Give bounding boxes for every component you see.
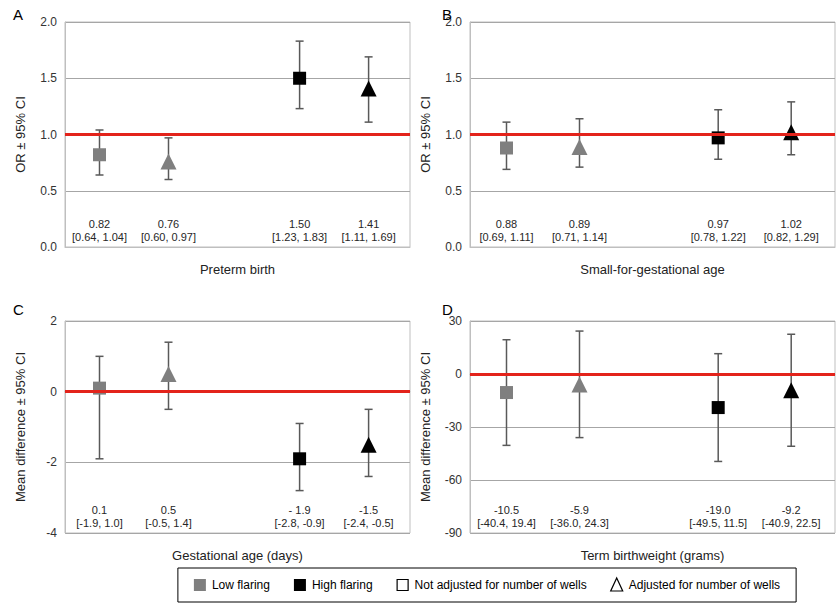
svg-text:0.88: 0.88 [496,218,517,230]
svg-text:0.0: 0.0 [40,240,57,254]
svg-text:1.41: 1.41 [358,218,379,230]
svg-text:2: 2 [50,314,57,328]
svg-text:Mean difference ± 95% CI: Mean difference ± 95% CI [418,352,433,502]
svg-text:0.0: 0.0 [445,240,462,254]
svg-text:2.0: 2.0 [445,15,462,29]
svg-text:Low flaring: Low flaring [212,578,270,592]
svg-text:0.89: 0.89 [569,218,590,230]
svg-text:0: 0 [50,385,57,399]
svg-text:[-1.9, 1.0]: [-1.9, 1.0] [76,517,122,529]
svg-text:1.5: 1.5 [445,71,462,85]
svg-text:-5.9: -5.9 [570,504,589,516]
svg-text:[-36.0, 24.3]: [-36.0, 24.3] [550,517,609,529]
svg-text:-30: -30 [445,420,463,434]
svg-text:Mean difference ± 95% CI: Mean difference ± 95% CI [13,352,28,502]
svg-text:[-40.9, 22.5]: [-40.9, 22.5] [762,517,821,529]
svg-text:[-49.5, 11.5]: [-49.5, 11.5] [689,517,747,529]
svg-text:OR ± 95% CI: OR ± 95% CI [418,96,433,173]
svg-text:30: 30 [448,314,462,328]
svg-text:1.0: 1.0 [40,128,57,142]
svg-text:[-2.4, -0.5]: [-2.4, -0.5] [344,517,394,529]
svg-text:High flaring: High flaring [312,578,373,592]
svg-text:Preterm birth: Preterm birth [200,262,275,277]
svg-text:0.5: 0.5 [40,184,57,198]
svg-text:1.0: 1.0 [445,128,462,142]
svg-text:OR ± 95% CI: OR ± 95% CI [13,96,28,173]
svg-text:[0.82, 1.29]: [0.82, 1.29] [764,231,819,243]
svg-text:1.02: 1.02 [780,218,801,230]
svg-text:Term birthweight (grams): Term birthweight (grams) [581,548,725,563]
svg-text:A: A [13,6,23,23]
svg-text:-2: -2 [46,455,57,469]
svg-text:[1.23, 1.83]: [1.23, 1.83] [272,231,327,243]
svg-text:-60: -60 [445,473,463,487]
svg-text:-10.5: -10.5 [494,504,519,516]
svg-text:1.50: 1.50 [289,218,310,230]
svg-text:0.1: 0.1 [92,504,107,516]
svg-text:0.76: 0.76 [158,218,179,230]
svg-text:[-2.8, -0.9]: [-2.8, -0.9] [275,517,325,529]
svg-text:[-40.4, 19.4]: [-40.4, 19.4] [477,517,536,529]
svg-text:Not adjusted for number of wel: Not adjusted for number of wells [415,578,587,592]
svg-text:[0.78, 1.22]: [0.78, 1.22] [691,231,746,243]
svg-text:1.5: 1.5 [40,71,57,85]
svg-text:[0.64, 1.04]: [0.64, 1.04] [72,231,127,243]
svg-text:B: B [442,6,452,23]
svg-text:2.0: 2.0 [40,15,57,29]
svg-text:C: C [13,301,24,318]
svg-text:Gestational age (days): Gestational age (days) [172,548,303,563]
svg-text:0.5: 0.5 [161,504,176,516]
svg-text:0.82: 0.82 [89,218,110,230]
svg-text:[0.69, 1.11]: [0.69, 1.11] [479,231,533,243]
svg-text:-19.0: -19.0 [706,504,731,516]
svg-text:0.5: 0.5 [445,184,462,198]
svg-text:-9.2: -9.2 [782,504,801,516]
svg-text:- 1.9: - 1.9 [289,504,311,516]
svg-text:D: D [442,301,453,318]
svg-text:0.97: 0.97 [707,218,728,230]
svg-text:-1.5: -1.5 [359,504,378,516]
svg-text:[0.71, 1.14]: [0.71, 1.14] [552,231,607,243]
svg-text:-4: -4 [46,526,57,540]
svg-text:[0.60, 0.97]: [0.60, 0.97] [141,231,196,243]
svg-text:Adjusted for number of wells: Adjusted for number of wells [629,578,780,592]
svg-text:[1.11, 1.69]: [1.11, 1.69] [341,231,395,243]
svg-text:-90: -90 [445,526,463,540]
svg-text:Small-for-gestational age: Small-for-gestational age [580,262,725,277]
svg-text:[-0.5, 1.4]: [-0.5, 1.4] [145,517,191,529]
svg-text:0: 0 [455,367,462,381]
